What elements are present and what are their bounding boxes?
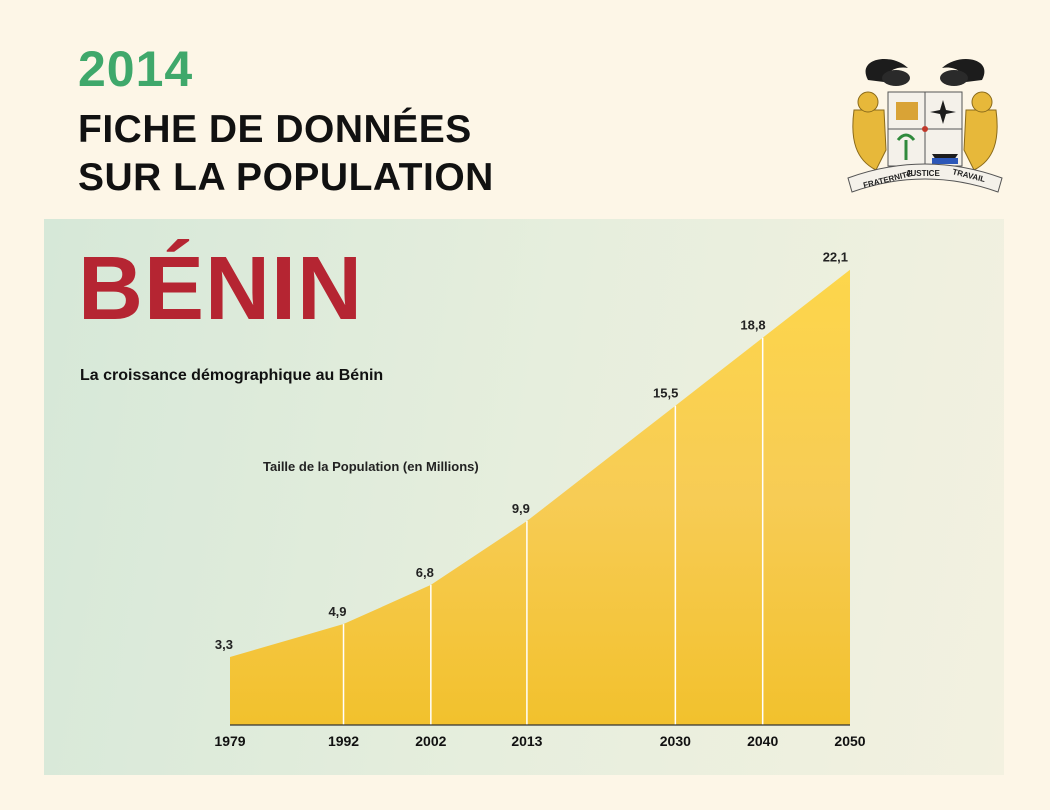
chart-y-axis-label: Taille de la Population (en Millions)	[263, 459, 479, 474]
value-label-2002: 6,8	[416, 565, 434, 580]
value-label-2040: 18,8	[740, 318, 765, 333]
x-tick-label-2002: 2002	[415, 733, 446, 749]
x-tick-label-2040: 2040	[747, 733, 778, 749]
report-year: 2014	[78, 41, 194, 97]
emblem-motto-2: JUSTICE	[906, 169, 940, 178]
country-name: BÉNIN	[78, 239, 364, 339]
value-label-2030: 15,5	[653, 386, 678, 401]
value-label-2013: 9,9	[512, 501, 530, 516]
value-label-2050: 22,1	[823, 250, 848, 265]
value-label-1992: 4,9	[328, 604, 346, 619]
chart-title: La croissance démographique au Bénin	[80, 367, 384, 384]
value-label-1979: 3,3	[215, 637, 233, 652]
x-tick-label-2050: 2050	[834, 733, 865, 749]
x-tick-label-1979: 1979	[214, 733, 245, 749]
x-tick-label-1992: 1992	[328, 733, 359, 749]
x-tick-label-2030: 2030	[660, 733, 691, 749]
x-tick-label-2013: 2013	[511, 733, 542, 749]
title-line-1: FICHE DE DONNÉES	[78, 108, 472, 151]
population-area	[230, 269, 850, 725]
title-line-2: SUR LA POPULATION	[78, 156, 494, 199]
benin-coat-of-arms-emblem: FRATERNITE JUSTICE TRAVAIL	[847, 58, 1003, 193]
